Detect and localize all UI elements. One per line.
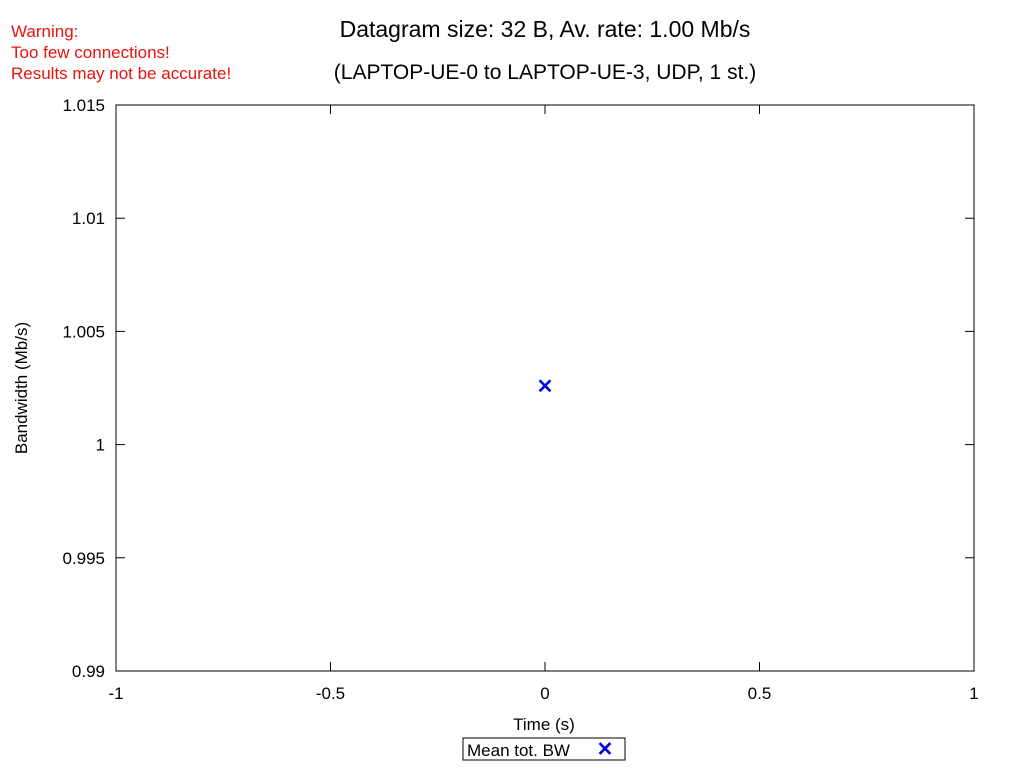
y-tick-label: 0.99 xyxy=(72,662,105,681)
legend-marker-x xyxy=(598,742,612,755)
x-tick-label: 1 xyxy=(969,684,978,703)
chart-subtitle: (LAPTOP-UE-0 to LAPTOP-UE-3, UDP, 1 st.) xyxy=(333,61,757,84)
y-tick-label: 1 xyxy=(96,436,105,455)
tick-labels: -1 -0.5 0 0.5 1 0.99 0.995 1 1.005 1.01 1.015 xyxy=(62,96,978,703)
y-axis-label: Bandwidth (Mb/s) xyxy=(12,322,31,454)
data-points xyxy=(538,379,552,393)
marker-stroke xyxy=(538,379,552,393)
y-tick-label: 1.005 xyxy=(62,322,105,341)
legend-label: Mean tot. BW xyxy=(467,741,570,760)
warning-line-2: Too few connections! xyxy=(11,43,170,62)
legend: Mean tot. BW xyxy=(462,737,626,761)
x-tick-label: 0.5 xyxy=(748,684,772,703)
y-tick-label: 1.015 xyxy=(62,96,105,115)
x-tick-label: 0 xyxy=(540,684,549,703)
plot-area-border xyxy=(115,104,975,672)
legend-box xyxy=(462,737,626,761)
warning-line-1: Warning: xyxy=(11,22,79,41)
marker-stroke xyxy=(598,742,612,755)
chart-title: Datagram size: 32 B, Av. rate: 1.00 Mb/s xyxy=(339,16,751,42)
data-point-marker xyxy=(538,379,552,393)
y-tick-label: 0.995 xyxy=(62,549,105,568)
y-tick-label: 1.01 xyxy=(72,209,105,228)
warning-line-3: Results may not be accurate! xyxy=(11,64,232,83)
legend-marker-x-icon xyxy=(598,742,612,755)
tick-marks xyxy=(115,104,975,672)
x-axis-label: Time (s) xyxy=(513,715,575,734)
x-tick-label: -0.5 xyxy=(316,684,345,703)
x-tick-label: -1 xyxy=(108,684,123,703)
